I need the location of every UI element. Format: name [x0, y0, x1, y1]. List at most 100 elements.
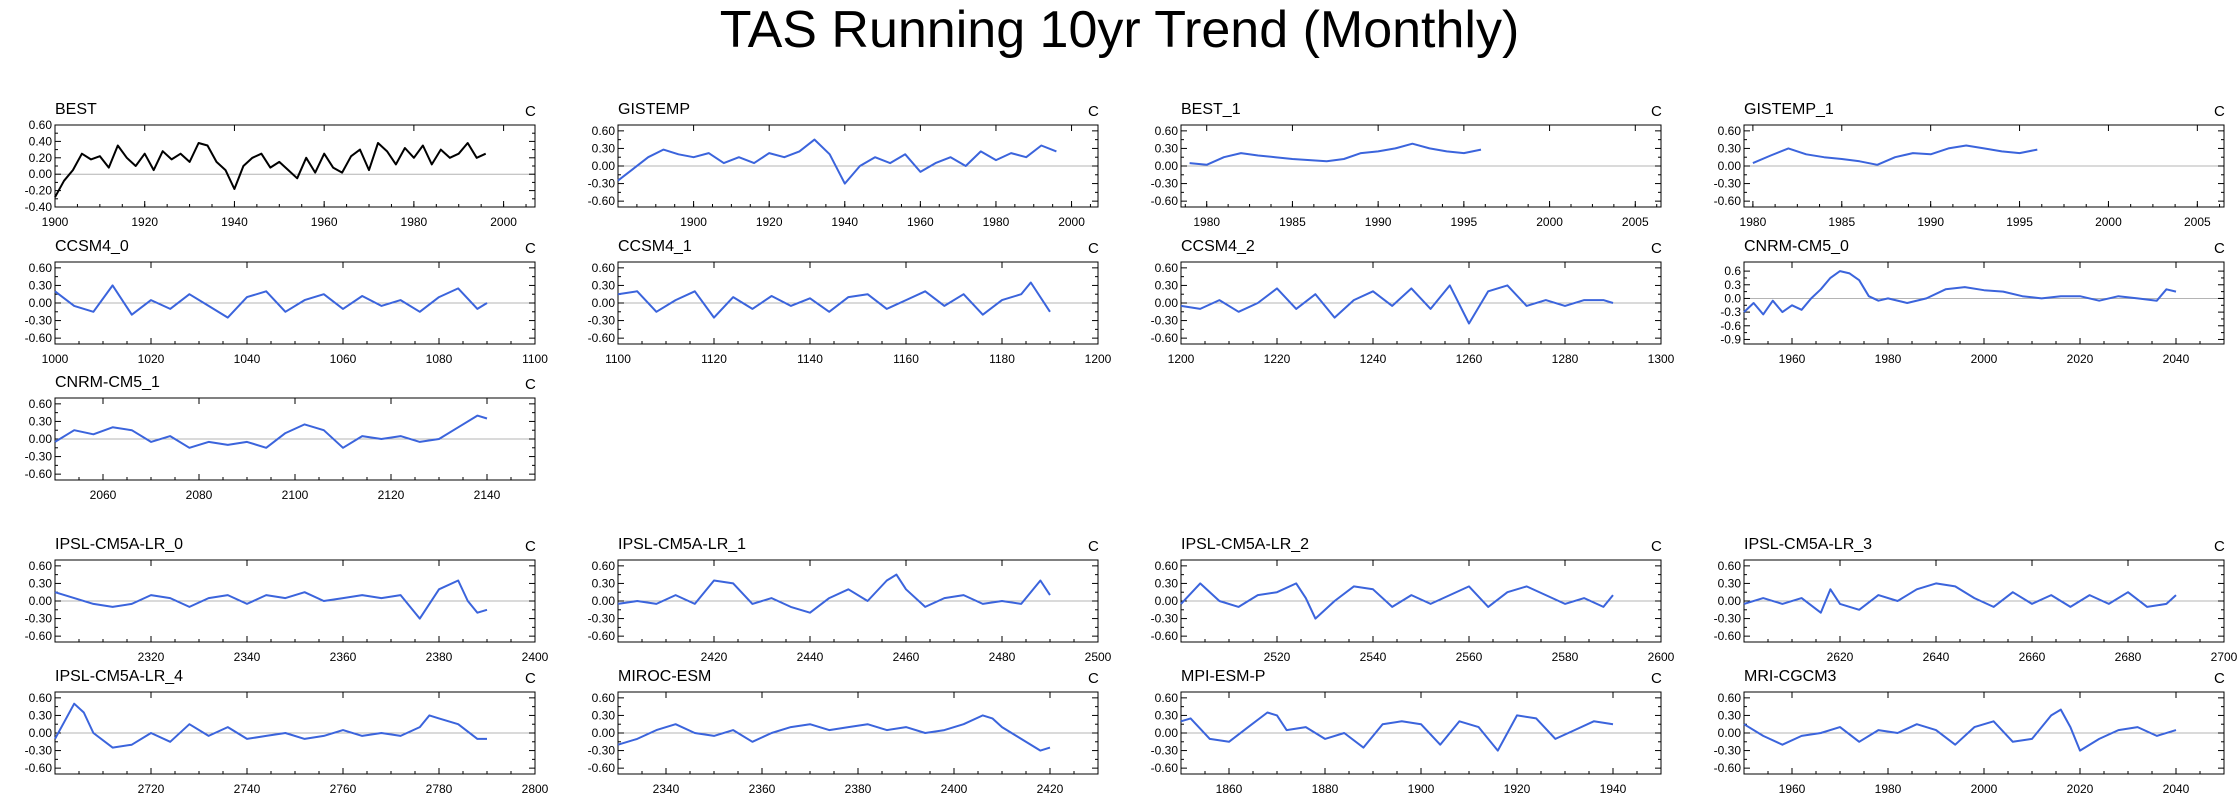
panel-title: CNRM-CM5_0	[1744, 238, 1849, 255]
x-tick-label: 2560	[1456, 650, 1483, 664]
x-tick-label: 1040	[234, 352, 261, 366]
y-tick-label: -0.30	[1151, 314, 1179, 328]
y-tick-label: -0.60	[25, 629, 53, 643]
x-tick-label: 2480	[989, 650, 1016, 664]
x-tick-label: 2500	[1085, 650, 1112, 664]
panel-title: MRI-CGCM3	[1744, 668, 1837, 685]
plot-area: -0.60 -0.30 0.00 0.30 0.60 1200 1220 1240 1260 12…	[1151, 261, 1675, 366]
x-tick-label: 2000	[1058, 215, 1085, 229]
panel-mri-cgcm3: MRI-CGCM3 C -0.60 -0.30 0.00 0.30 0.60 1960 1980…	[1714, 668, 2225, 796]
x-tick-label: 2520	[1264, 650, 1291, 664]
x-tick-label: 1980	[1193, 215, 1220, 229]
y-tick-label: -0.30	[25, 450, 53, 464]
x-tick-label: 1100	[605, 352, 631, 366]
x-tick-label: 1995	[2006, 215, 2033, 229]
series-line	[617, 138, 1057, 185]
y-tick-label: -0.60	[25, 761, 53, 775]
y-tick-label: 0.30	[29, 278, 53, 292]
panel-mpi-esm-p: MPI-ESM-P C -0.60 -0.30 0.00 0.30 0.60 1860 1880…	[1151, 668, 1662, 796]
plot-area: -0.60 -0.30 0.00 0.30 0.60 2320 2340 2360 2380 24…	[25, 559, 549, 664]
units-label: C	[1651, 538, 1662, 555]
x-tick-label: 2000	[1536, 215, 1563, 229]
y-tick-label: -0.30	[1714, 177, 1742, 191]
plot-frame	[1743, 261, 2225, 345]
series-line	[1180, 284, 1614, 325]
x-tick-label: 1160	[893, 352, 919, 366]
y-tick-label: -0.9	[1720, 332, 1741, 346]
x-tick-label: 2700	[2211, 650, 2238, 664]
units-label: C	[525, 376, 536, 393]
x-tick-label: 1080	[426, 352, 453, 366]
x-tick-label: 1900	[680, 215, 707, 229]
y-tick-label: -0.30	[25, 314, 53, 328]
x-tick-label: 2360	[749, 782, 776, 796]
panel-title: IPSL-CM5A-LR_0	[55, 536, 184, 553]
x-tick-label: 1300	[1648, 352, 1675, 366]
y-tick-label: -0.30	[1714, 744, 1742, 758]
y-tick-label: 0.30	[592, 278, 616, 292]
x-tick-label: 1985	[1828, 215, 1855, 229]
x-tick-label: 2400	[941, 782, 968, 796]
x-tick-label: 2720	[138, 782, 165, 796]
y-tick-label: 0.60	[29, 261, 53, 275]
series-line	[1752, 144, 2038, 166]
x-tick-label: 1960	[1779, 782, 1806, 796]
x-tick-label: 2460	[893, 650, 920, 664]
x-tick-label: 2060	[90, 488, 117, 502]
x-tick-label: 2420	[1037, 782, 1064, 796]
x-tick-label: 1940	[831, 215, 858, 229]
x-tick-label: 2000	[2095, 215, 2122, 229]
plot-frame	[54, 124, 536, 208]
y-tick-label: 0.60	[1718, 559, 1742, 573]
x-tick-label: 1280	[1552, 352, 1579, 366]
x-tick-label: 1260	[1456, 352, 1483, 366]
y-tick-label: 0.6	[1724, 264, 1741, 278]
y-tick-label: -0.30	[1151, 744, 1179, 758]
x-tick-label: 1980	[1740, 215, 1767, 229]
x-tick-label: 2540	[1360, 650, 1387, 664]
x-tick-label: 2380	[845, 782, 872, 796]
y-tick-label: -0.60	[1151, 761, 1179, 775]
panel-ccsm4-2: CCSM4_2 C -0.60 -0.30 0.00 0.30 0.60 1200 1220 12…	[1151, 238, 1675, 366]
x-tick-label: 1980	[1875, 782, 1902, 796]
plot-area: -0.60 -0.30 0.00 0.30 0.60 2060 2080 2100 2120 21…	[25, 397, 536, 502]
units-label: C	[1088, 538, 1099, 555]
chart-main-title: TAS Running 10yr Trend (Monthly)	[719, 1, 1520, 59]
panel-ipsl-cm5a-lr-3: IPSL-CM5A-LR_3 C -0.60 -0.30 0.00 0.30 0.60 262…	[1714, 536, 2238, 664]
y-tick-label: 0.30	[29, 576, 53, 590]
y-tick-label: -0.40	[25, 200, 53, 214]
panel-title: BEST_1	[1181, 101, 1241, 118]
series-line	[1743, 270, 2177, 316]
x-tick-label: 2640	[1923, 650, 1950, 664]
units-label: C	[2214, 103, 2225, 120]
units-label: C	[1088, 670, 1099, 687]
panel-ccsm4-1: CCSM4_1 C -0.60 -0.30 0.00 0.30 0.60 1100 1120 11…	[588, 238, 1112, 366]
x-tick-label: 2120	[378, 488, 405, 502]
series-line	[1180, 582, 1614, 620]
y-tick-label: -0.60	[1151, 331, 1179, 345]
y-tick-label: 0.00	[1718, 726, 1742, 740]
x-tick-label: 1900	[42, 215, 69, 229]
x-tick-label: 2340	[234, 650, 261, 664]
series-line	[617, 714, 1051, 752]
x-tick-label: 2020	[2067, 782, 2094, 796]
x-tick-label: 1920	[756, 215, 783, 229]
x-tick-label: 2380	[426, 650, 453, 664]
x-tick-label: 2000	[1971, 352, 1998, 366]
units-label: C	[2214, 240, 2225, 257]
panel-cnrm-cm5-0: CNRM-CM5_0 C -0.9 -0.6 -0.3 0.0 0.3 0.6 1960 1980…	[1720, 238, 2225, 366]
plot-area: -0.9-0.6-0.30.00.30.6 1960 1980 2000 2020 204…	[1720, 261, 2225, 366]
y-tick-label: 0.30	[1718, 141, 1742, 155]
x-tick-label: 2660	[2019, 650, 2046, 664]
x-tick-label: 2760	[330, 782, 357, 796]
x-tick-label: 1920	[131, 215, 158, 229]
y-tick-label: 0.00	[1718, 159, 1742, 173]
x-tick-label: 1980	[1875, 352, 1902, 366]
plot-area: -0.60 -0.30 0.00 0.30 0.60 2620 2640 2660 2680 27…	[1714, 559, 2238, 664]
y-tick-label: -0.60	[1151, 194, 1179, 208]
x-tick-label: 1960	[907, 215, 934, 229]
panel-ccsm4-0: CCSM4_0 C -0.60 -0.30 0.00 0.30 0.60 1000 1020 10…	[25, 238, 549, 366]
x-tick-label: 2320	[138, 650, 165, 664]
y-tick-label: -0.60	[1714, 194, 1742, 208]
panel-title: GISTEMP	[618, 101, 691, 118]
